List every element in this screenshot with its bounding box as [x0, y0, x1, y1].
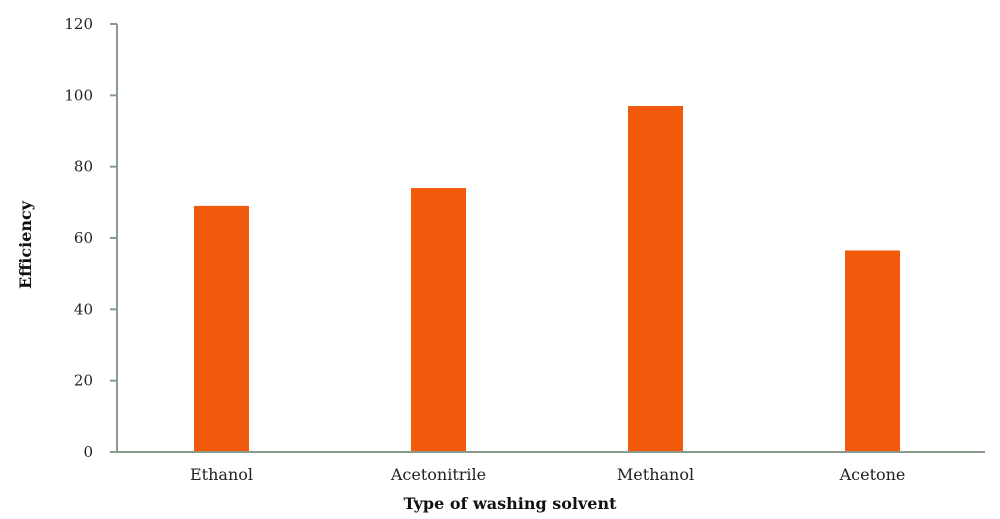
- y-tick-label: 100: [64, 86, 93, 104]
- bar-acetonitrile: [411, 188, 466, 453]
- y-tick-label: 0: [83, 443, 93, 461]
- x-tick-label-acetone: Acetone: [839, 465, 906, 484]
- y-tick-label: 120: [64, 15, 93, 33]
- x-tick-label-ethanol: Ethanol: [190, 465, 253, 484]
- bar-ethanol: [194, 205, 249, 452]
- y-tick-label: 20: [74, 372, 93, 390]
- x-tick-label-methanol: Methanol: [617, 465, 694, 484]
- bar-acetone: [845, 250, 900, 452]
- y-axis-title: Efficiency: [16, 200, 35, 289]
- y-tick-label: 80: [74, 158, 93, 176]
- bar-methanol: [628, 106, 683, 453]
- bars-group: [194, 106, 900, 453]
- x-axis-title: Type of washing solvent: [403, 494, 617, 513]
- x-tick-label-acetonitrile: Acetonitrile: [390, 465, 486, 484]
- x-axis-tick-labels: Ethanol Acetonitrile Methanol Acetone: [190, 465, 905, 484]
- y-tick-label: 40: [74, 300, 93, 318]
- y-tick-label: 60: [74, 229, 93, 247]
- y-axis-ticks: 0 20 40 60 80 100 120: [64, 15, 117, 461]
